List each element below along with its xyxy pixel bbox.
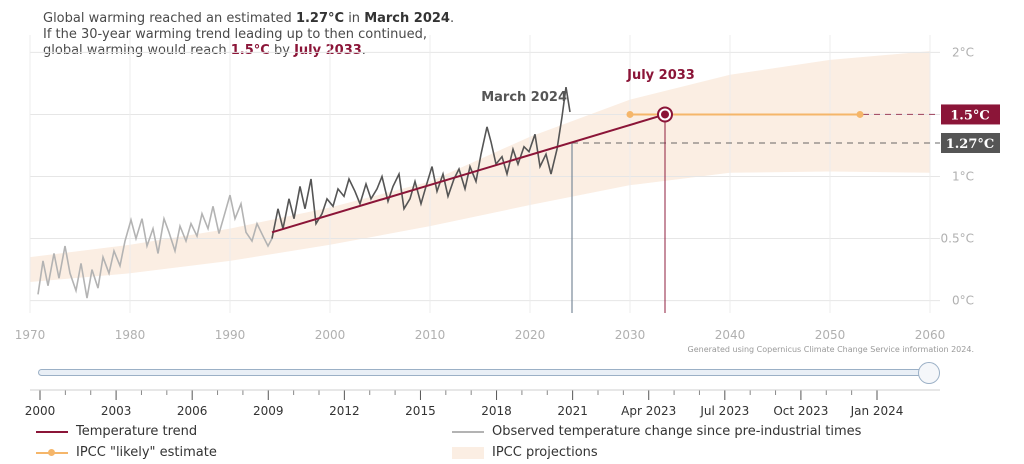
legend-ipcc-estimate-swatch xyxy=(36,448,68,456)
july-2033-label: July 2033 xyxy=(626,68,695,83)
ipcc-projection-band xyxy=(30,51,930,282)
legend-item-observed[interactable]: Observed temperature change since pre-in… xyxy=(452,424,861,439)
headline-target-date: July 2033 xyxy=(294,43,362,58)
chart-headline: Global warming reached an estimated 1.27… xyxy=(43,11,473,59)
x-tick-label: 2050 xyxy=(815,328,846,342)
legend-trend-swatch xyxy=(36,430,68,433)
navigator-tick-label: 2021 xyxy=(557,404,588,418)
headline-line1-post: . xyxy=(449,11,455,26)
legend-item-ipcc-projections[interactable]: IPCC projections xyxy=(452,445,598,460)
navigator-tick-label: 2015 xyxy=(405,404,436,418)
headline-current-value: 1.27°C xyxy=(295,11,345,26)
navigator-tick-label: 2000 xyxy=(25,404,56,418)
observed-line-recent xyxy=(271,87,571,239)
navigator-tick-label: Jul 2023 xyxy=(699,404,749,418)
navigator-slider-handle[interactable] xyxy=(918,362,940,384)
headline-line1-pre: Global warming reached an estimated xyxy=(43,11,296,26)
headline-target-value: 1.5°C xyxy=(230,43,270,58)
headline-line2: If the 30-year warming trend leading up … xyxy=(43,27,428,42)
x-tick-label: 2020 xyxy=(515,328,546,342)
headline-line3-post: . xyxy=(361,43,366,58)
navigator-tick-label: Oct 2023 xyxy=(773,404,828,418)
legend-ipcc-projections-label: IPCC projections xyxy=(492,445,598,460)
target-level-label-text: 1.5°C xyxy=(950,108,989,123)
ipcc-estimate-point xyxy=(626,110,634,118)
x-tick-label: 1990 xyxy=(215,328,246,342)
x-tick-label: 1980 xyxy=(115,328,146,342)
legend-item-temperature-trend[interactable]: Temperature trend xyxy=(36,424,197,439)
navigator-tick-label: Apr 2023 xyxy=(621,404,676,418)
legend-trend-label: Temperature trend xyxy=(76,424,198,439)
y-tick-label: 1°C xyxy=(952,170,974,184)
y-tick-label: 2°C xyxy=(952,45,974,59)
x-tick-label: 2010 xyxy=(415,328,446,342)
x-tick-label: 2000 xyxy=(315,328,346,342)
navigator-tick-label: 2018 xyxy=(481,404,512,418)
headline-line3-mid: by xyxy=(269,43,295,58)
legend-ipcc-projections-swatch xyxy=(452,446,484,459)
x-tick-label: 1970 xyxy=(15,328,46,342)
march-2024-label: March 2024 xyxy=(481,90,567,105)
ipcc-estimate-point xyxy=(856,110,864,118)
navigator-tick-label: 2006 xyxy=(177,404,208,418)
july-2033-marker-dot xyxy=(661,110,669,119)
legend-item-ipcc-estimate[interactable]: IPCC "likely" estimate xyxy=(36,445,217,460)
current-level-label-text: 1.27°C xyxy=(946,137,995,152)
chart-credit: Generated using Copernicus Climate Chang… xyxy=(687,345,974,354)
headline-line1-mid: in xyxy=(344,11,365,26)
navigator-slider-track[interactable] xyxy=(38,369,930,376)
headline-current-date: March 2024 xyxy=(364,11,450,26)
current-level-label-box xyxy=(941,132,1000,153)
temperature-trend-line xyxy=(271,113,666,234)
legend-observed-label: Observed temperature change since pre-in… xyxy=(492,424,862,439)
y-tick-label: 0.5°C xyxy=(941,232,974,246)
x-tick-label: 2040 xyxy=(715,328,746,342)
navigator-tick-label: 2009 xyxy=(253,404,284,418)
observed-line-early xyxy=(37,194,273,299)
navigator-tick-label: Jan 2024 xyxy=(850,404,904,418)
target-level-label-box xyxy=(941,104,1000,125)
headline-line3-pre: global warming would reach xyxy=(43,43,231,58)
navigator-tick-label: 2003 xyxy=(101,404,132,418)
x-tick-label: 2030 xyxy=(615,328,646,342)
legend-observed-swatch xyxy=(452,430,484,433)
navigator-tick-label: 2012 xyxy=(329,404,360,418)
y-tick-label: 0°C xyxy=(952,294,974,308)
x-tick-label: 2060 xyxy=(915,328,946,342)
legend-ipcc-estimate-label: IPCC "likely" estimate xyxy=(76,445,217,460)
